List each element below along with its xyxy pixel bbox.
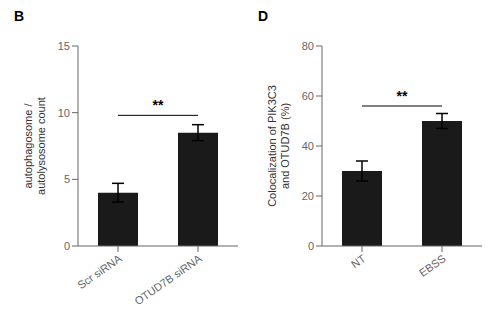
svg-text:20: 20 (302, 190, 314, 202)
svg-text:80: 80 (302, 40, 314, 52)
svg-text:Scr siRNA: Scr siRNA (75, 252, 124, 291)
svg-text:10: 10 (58, 107, 70, 119)
html-text:D: D (258, 8, 269, 24)
svg-text:**: ** (153, 97, 164, 113)
svg-text:OTUD7B siRNA: OTUD7B siRNA (132, 252, 204, 307)
svg-text:60: 60 (302, 90, 314, 102)
svg-text:and OTUD7B (%): and OTUD7B (%) (279, 103, 291, 189)
svg-text:15: 15 (58, 40, 70, 52)
svg-text:5: 5 (64, 173, 70, 185)
html-text:B: B (14, 8, 25, 24)
svg-text:0: 0 (308, 240, 314, 252)
svg-text:Colocalization of PIK3C3: Colocalization of PIK3C3 (266, 85, 278, 207)
svg-text:autolysosome count: autolysosome count (35, 97, 47, 195)
svg-text:40: 40 (302, 140, 314, 152)
svg-text:0: 0 (64, 240, 70, 252)
svg-text:autophagosome /: autophagosome / (22, 103, 34, 189)
svg-text:NT: NT (349, 252, 368, 270)
svg-text:EBSS: EBSS (417, 252, 448, 279)
svg-text:**: ** (397, 88, 408, 104)
